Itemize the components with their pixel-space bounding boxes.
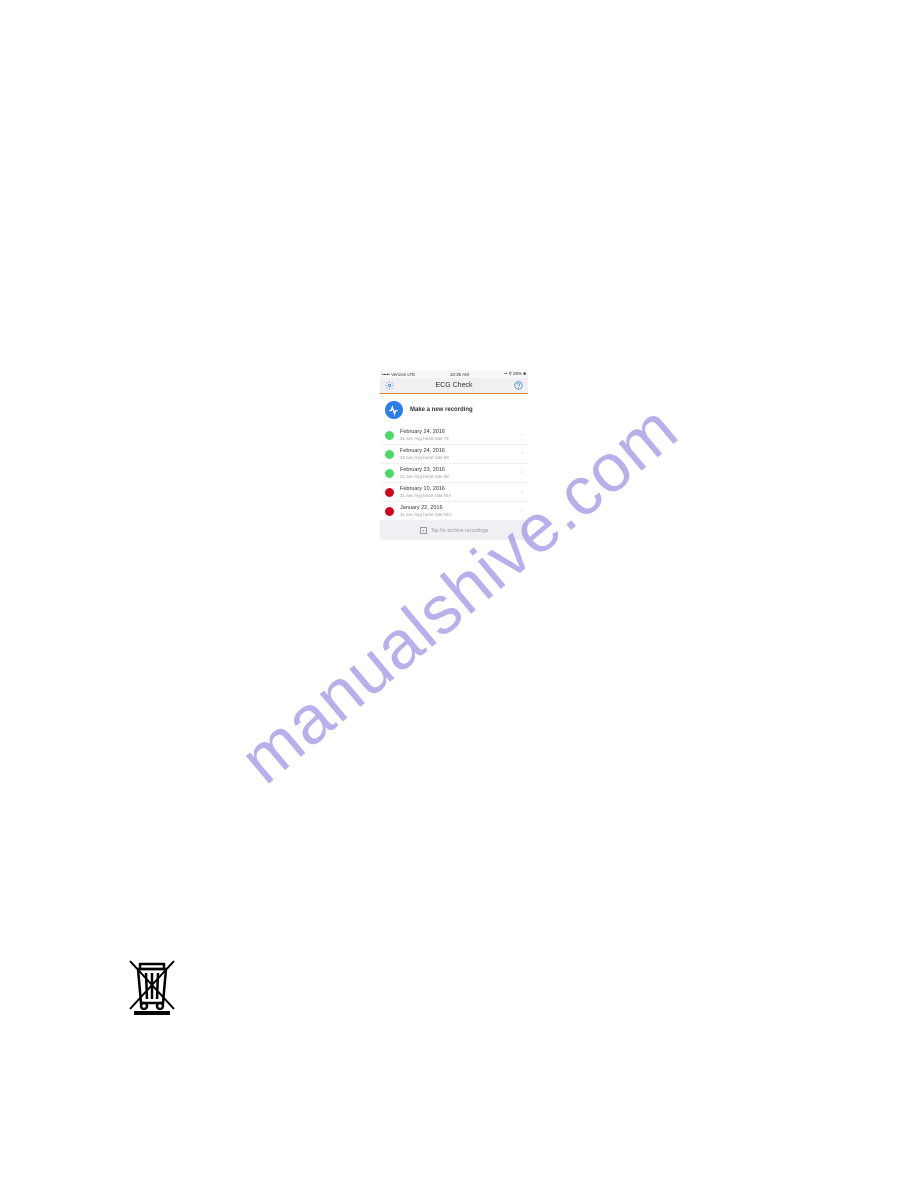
status-carrier: ••••• Verizon LTE — [382, 372, 415, 377]
recording-info: January 22, 2016 31 sec Avg heart rate N… — [400, 505, 521, 517]
recordings-list: February 24, 2016 31 sec Avg heart rate … — [380, 426, 528, 540]
gear-icon[interactable] — [385, 381, 394, 390]
chevron-right-icon: › — [521, 470, 523, 476]
help-icon[interactable] — [514, 381, 523, 390]
recording-row[interactable]: February 23, 2016 31 sec Avg heart rate … — [380, 464, 528, 483]
recording-date: January 22, 2016 — [400, 505, 521, 511]
recording-date: February 23, 2016 — [400, 467, 521, 473]
status-time: 10:36 AM — [450, 372, 469, 377]
recording-detail: 31 sec Avg heart rate N/A — [400, 493, 521, 498]
status-dot-icon — [385, 488, 394, 497]
ecg-icon — [385, 401, 403, 419]
chevron-right-icon: › — [521, 432, 523, 438]
chevron-right-icon: › — [521, 508, 523, 514]
recording-row[interactable]: January 22, 2016 31 sec Avg heart rate N… — [380, 502, 528, 521]
archive-button[interactable]: ▾ Tap for archive recordings — [380, 521, 528, 540]
recording-detail: 31 sec Avg heart rate 74 — [400, 436, 521, 441]
recording-info: February 10, 2016 31 sec Avg heart rate … — [400, 486, 521, 498]
recording-detail: 31 sec Avg heart rate N/A — [400, 512, 521, 517]
archive-icon: ▾ — [420, 527, 427, 534]
recording-date: February 10, 2016 — [400, 486, 521, 492]
chevron-right-icon: › — [521, 489, 523, 495]
status-indicators: ⇀ ⚲ 28% ■ — [503, 371, 526, 377]
nav-title: ECG Check — [436, 382, 473, 389]
weee-symbol-icon — [122, 955, 182, 1020]
nav-bar: ECG Check — [380, 378, 528, 394]
status-dot-icon — [385, 507, 394, 516]
status-bar: ••••• Verizon LTE 10:36 AM ⇀ ⚲ 28% ■ — [380, 370, 528, 378]
recording-date: February 24, 2016 — [400, 448, 521, 454]
status-dot-icon — [385, 431, 394, 440]
recording-row[interactable]: February 24, 2016 31 sec Avg heart rate … — [380, 426, 528, 445]
phone-screenshot: ••••• Verizon LTE 10:36 AM ⇀ ⚲ 28% ■ ECG… — [380, 370, 528, 540]
status-dot-icon — [385, 469, 394, 478]
new-recording-button[interactable]: Make a new recording — [380, 394, 528, 426]
recording-row[interactable]: February 24, 2016 32 sec Avg heart rate … — [380, 445, 528, 464]
recording-date: February 24, 2016 — [400, 429, 521, 435]
chevron-right-icon: › — [521, 451, 523, 457]
recording-detail: 32 sec Avg heart rate 58 — [400, 455, 521, 460]
archive-label: Tap for archive recordings — [431, 528, 489, 534]
status-dot-icon — [385, 450, 394, 459]
recording-detail: 31 sec Avg heart rate 58 — [400, 474, 521, 479]
recording-info: February 24, 2016 32 sec Avg heart rate … — [400, 448, 521, 460]
recording-row[interactable]: February 10, 2016 31 sec Avg heart rate … — [380, 483, 528, 502]
recording-info: February 23, 2016 31 sec Avg heart rate … — [400, 467, 521, 479]
recording-info: February 24, 2016 31 sec Avg heart rate … — [400, 429, 521, 441]
new-recording-label: Make a new recording — [410, 407, 473, 413]
